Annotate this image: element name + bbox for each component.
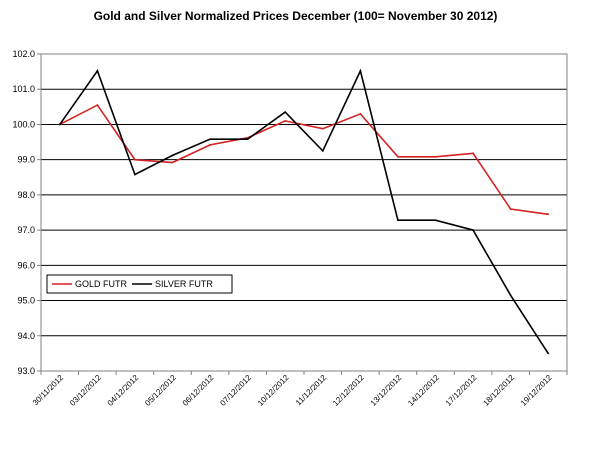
plot-area: [40, 53, 568, 372]
y-tick-label: 99.0: [17, 155, 35, 165]
series-line-silver: [59, 68, 549, 354]
y-tick-label: 96.0: [17, 260, 35, 270]
x-tick-label: 03/12/2012: [68, 373, 103, 408]
x-tick-label: 18/12/2012: [481, 373, 516, 408]
y-tick-label: 100.0: [12, 119, 35, 129]
data-point: [209, 138, 211, 141]
x-tick-label: 10/12/2012: [256, 373, 291, 408]
y-tick-label: 102.0: [12, 49, 35, 59]
data-point: [284, 120, 287, 122]
x-tick-label: 13/12/2012: [369, 373, 404, 408]
x-axis: 30/11/2012 03/12/2012 04/12/2012 05/12/2012…: [31, 371, 568, 408]
data-point: [359, 112, 362, 115]
x-tick-label: 17/12/2012: [444, 373, 479, 408]
gridlines: [41, 88, 567, 337]
data-point: [134, 173, 136, 176]
x-tick-label: 07/12/2012: [218, 373, 253, 408]
x-tick-label: 12/12/2012: [331, 373, 366, 408]
data-point: [321, 127, 324, 130]
series-line-gold: [59, 104, 549, 216]
y-tick-label: 93.0: [17, 366, 35, 376]
data-point: [96, 70, 99, 72]
y-tick-label: 101.0: [12, 84, 35, 94]
data-point: [434, 219, 437, 222]
x-tick-label: 19/12/2012: [519, 373, 554, 408]
data-point: [547, 352, 550, 355]
x-tick-label: 30/11/2012: [31, 373, 66, 408]
data-point: [472, 152, 474, 155]
legend-silver-label: SILVER FUTR: [155, 279, 213, 289]
data-point: [434, 155, 437, 158]
y-tick-label: 95.0: [17, 296, 35, 306]
legend-gold-label: GOLD FUTR: [75, 279, 128, 289]
y-axis: 93.0 94.0 95.0 96.0 97.0 98.0 99.0 100.0 101.0 10…: [12, 49, 41, 376]
x-tick-label: 06/12/2012: [181, 373, 216, 408]
x-tick-label: 14/12/2012: [406, 373, 441, 408]
data-point: [509, 208, 512, 210]
data-point: [134, 158, 136, 161]
data-point: [359, 70, 362, 72]
y-tick-label: 94.0: [17, 331, 35, 341]
data-point: [397, 219, 399, 222]
x-tick-label: 05/12/2012: [143, 373, 178, 408]
data-point: [58, 123, 61, 126]
data-point: [171, 154, 174, 157]
data-point: [209, 143, 211, 146]
x-tick-label: 04/12/2012: [106, 373, 141, 408]
y-tick-label: 98.0: [17, 190, 35, 200]
x-tick-label: 11/12/2012: [294, 373, 329, 408]
data-point: [547, 213, 550, 216]
data-point: [509, 294, 512, 297]
series-lines: [58, 68, 550, 355]
data-point: [96, 104, 99, 106]
data-point: [397, 155, 399, 158]
data-point: [284, 111, 287, 114]
y-tick-label: 97.0: [17, 225, 35, 235]
data-point: [321, 149, 324, 152]
legend: GOLD FUTR SILVER FUTR: [46, 274, 233, 294]
chart-title: Gold and Silver Normalized Prices Decemb…: [93, 9, 498, 23]
data-point: [472, 229, 474, 232]
data-point: [246, 138, 249, 141]
data-point: [171, 161, 174, 164]
